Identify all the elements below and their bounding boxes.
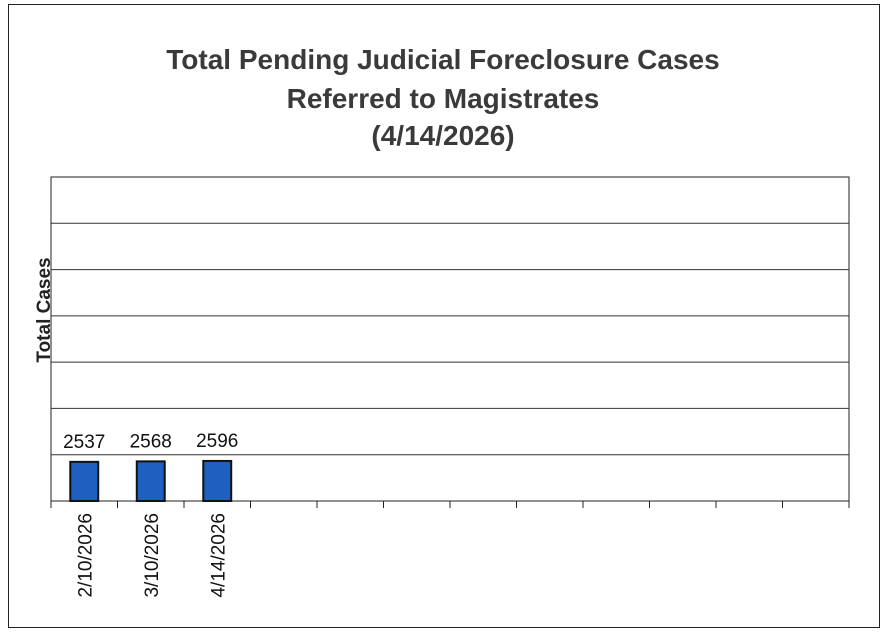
bars xyxy=(69,459,233,503)
data-labels: 2537 2568 2596 xyxy=(63,431,238,453)
y-axis-label: Total Cases xyxy=(34,257,55,362)
x-tick-labels: 2/10/2026 3/10/2026 4/14/2026 xyxy=(75,513,229,598)
plot-area xyxy=(50,176,850,502)
x-tick-label-3: 4/14/2026 xyxy=(208,513,229,598)
x-ticks xyxy=(50,501,850,508)
chart-title-line-2: Referred to Magistrates xyxy=(286,83,600,114)
bar-2 xyxy=(135,460,166,502)
bar-3 xyxy=(202,459,233,502)
data-label-1: 2537 xyxy=(63,432,105,453)
bar-1 xyxy=(69,460,100,503)
grid-lines xyxy=(51,222,849,456)
data-label-3: 2596 xyxy=(196,431,238,452)
x-tick-label-2: 3/10/2026 xyxy=(142,513,163,598)
data-label-2: 2568 xyxy=(130,431,172,452)
chart-title-line-3: (4/14/2026) xyxy=(371,120,515,151)
chart-title-line-1: Total Pending Judicial Foreclosure Cases xyxy=(166,44,720,75)
x-tick-label-1: 2/10/2026 xyxy=(75,513,96,598)
